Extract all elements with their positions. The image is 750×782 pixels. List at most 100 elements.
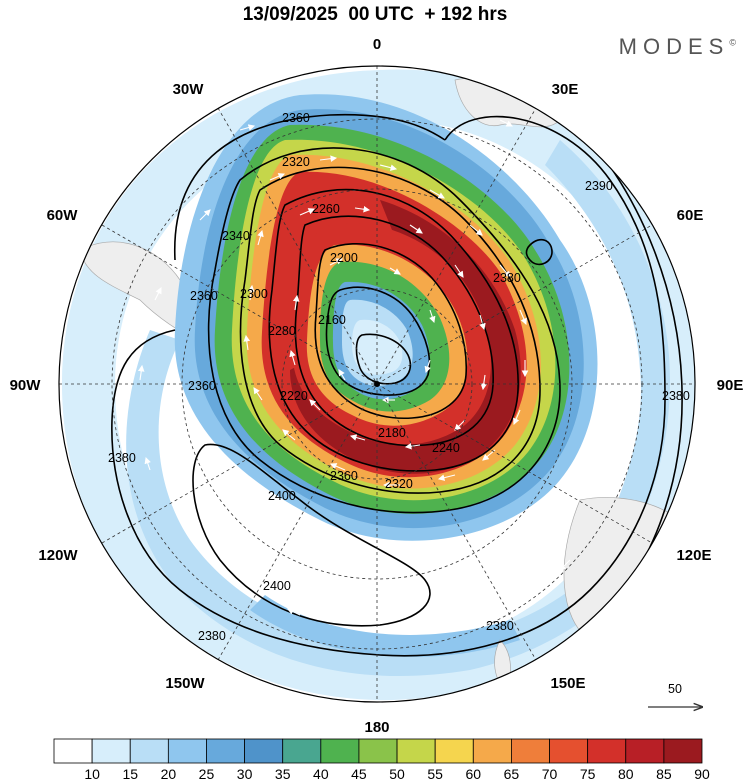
- colorbar-label: 40: [313, 766, 329, 782]
- colorbar-swatch: [282, 738, 322, 764]
- contour-label: 2160: [318, 313, 346, 327]
- wind-arrow: [389, 267, 401, 275]
- wind-arrow: [474, 614, 491, 621]
- wind-band-east: [545, 140, 670, 560]
- contour-label: 2380: [493, 271, 521, 285]
- wind-arrow: [613, 459, 621, 473]
- contour-label: 2380: [662, 389, 690, 403]
- contour-2180: [314, 243, 468, 420]
- wind-arrow: [282, 429, 296, 441]
- lon-label-30w: 30W: [173, 81, 205, 98]
- colorbar-label: 65: [504, 766, 520, 782]
- contour-label: 2220: [280, 389, 308, 403]
- wind-arrow: [409, 224, 423, 234]
- colorbar-label: 55: [427, 766, 443, 782]
- wind-arrow: [299, 208, 316, 216]
- wind-arrow: [599, 249, 607, 266]
- contour-2160: [325, 286, 431, 396]
- wind-arrow: [253, 387, 263, 401]
- contour-low-center: [355, 333, 412, 385]
- wind-arrow: [479, 314, 486, 331]
- colorbar-label: 25: [199, 766, 215, 782]
- colorbar-label: 60: [466, 766, 482, 782]
- colorbar-swatch: [91, 738, 131, 764]
- colorbar-swatch: [663, 738, 703, 764]
- colorbar-label: 15: [122, 766, 138, 782]
- wind-arrow: [379, 164, 398, 171]
- land-australia: [563, 497, 695, 641]
- map-title: 13/09/2025 00 UTC + 192 hrs: [242, 4, 508, 25]
- wind-arrow: [513, 409, 521, 426]
- contour-label: 2320: [282, 155, 310, 169]
- contour-label: 2380: [108, 451, 136, 465]
- colorbar-swatch: [129, 738, 169, 764]
- colorbar-label: 30: [237, 766, 253, 782]
- colorbar-swatch: [625, 738, 665, 764]
- colorbar-label: 20: [161, 766, 177, 782]
- contour-label: 2400: [268, 489, 296, 503]
- lon-label-60e: 60E: [677, 207, 704, 224]
- contour-label: 2300: [240, 287, 268, 301]
- contour-2220: [294, 215, 494, 447]
- contour-label: 2360: [188, 379, 216, 393]
- lon-label-150w: 150W: [165, 675, 205, 692]
- contour-label: 2360: [282, 111, 310, 125]
- wind-arrow: [499, 264, 511, 278]
- wind-arrow: [559, 559, 571, 571]
- wind-arrow: [292, 294, 300, 311]
- colorbar-label: 35: [275, 766, 291, 782]
- colorbar-label: 10: [84, 766, 100, 782]
- wind-arrow: [354, 205, 371, 213]
- contour-2360-outer: [174, 113, 446, 261]
- colorbar-swatch: [587, 738, 627, 764]
- colorbar-label: 85: [656, 766, 672, 782]
- wind-arrow: [243, 334, 251, 351]
- contour-2300: [239, 166, 541, 494]
- wind-arrow: [239, 124, 256, 131]
- wind-arrow: [309, 399, 321, 411]
- contour-label: 2320: [385, 477, 413, 491]
- wind-arrow: [349, 434, 366, 441]
- contour-label: 2380: [486, 619, 514, 633]
- wind-arrow: [519, 309, 527, 326]
- wind-arrow: [289, 349, 296, 366]
- colorbar: 10 15 20 25 30 35 40 45 50 55 60 65 70 75 80 85 90: [53, 738, 710, 782]
- contour-label: 2200: [330, 251, 358, 265]
- colorbar-label: 90: [694, 766, 710, 782]
- contour-label: 2180: [378, 426, 406, 440]
- wind-arrow: [329, 463, 346, 471]
- lon-label-150e: 150E: [550, 675, 585, 692]
- contour-label: 2340: [222, 229, 250, 243]
- contour-label: 2260: [312, 202, 340, 216]
- wind-arrow: [199, 209, 211, 221]
- wind-arrow: [469, 224, 483, 236]
- contour-label: 2400: [263, 579, 291, 593]
- wind-arrow: [429, 309, 436, 324]
- colorbar-label: 50: [389, 766, 405, 782]
- contour-labels: 2360 2320 2260 2200 2160 2340 2300 2360 …: [108, 111, 690, 643]
- contour-label: 2390: [585, 179, 613, 193]
- contour-label: 2360: [190, 289, 218, 303]
- contour-label: 2360: [330, 469, 358, 483]
- meridian-120: [101, 224, 653, 544]
- colorbar-swatch: [167, 738, 207, 764]
- colorbar-swatch: [244, 738, 284, 764]
- colorbar-swatch: [396, 738, 436, 764]
- brand-logo: MODES©: [619, 34, 736, 60]
- wind-reference-label: 50: [668, 682, 682, 696]
- wind-arrow: [144, 456, 151, 471]
- brand-name: MODES: [618, 34, 730, 59]
- colorbar-swatch: [320, 738, 360, 764]
- wind-arrow: [429, 189, 445, 199]
- wind-arrow: [424, 359, 431, 374]
- longitude-labels: 0 180 90W 90E 30W 30E 60W 60E 120W 120E …: [10, 36, 744, 736]
- contour-2400-south: [192, 443, 431, 627]
- lon-label-120e: 120E: [676, 547, 711, 564]
- colorbar-label: 70: [542, 766, 558, 782]
- lon-label-120w: 120W: [38, 547, 78, 564]
- copyright-mark: ©: [729, 37, 736, 48]
- wind-arrow: [454, 419, 466, 431]
- wind-arrow: [287, 608, 301, 616]
- wind-reference-vector: 50: [648, 682, 702, 707]
- wind-arrow: [154, 287, 162, 301]
